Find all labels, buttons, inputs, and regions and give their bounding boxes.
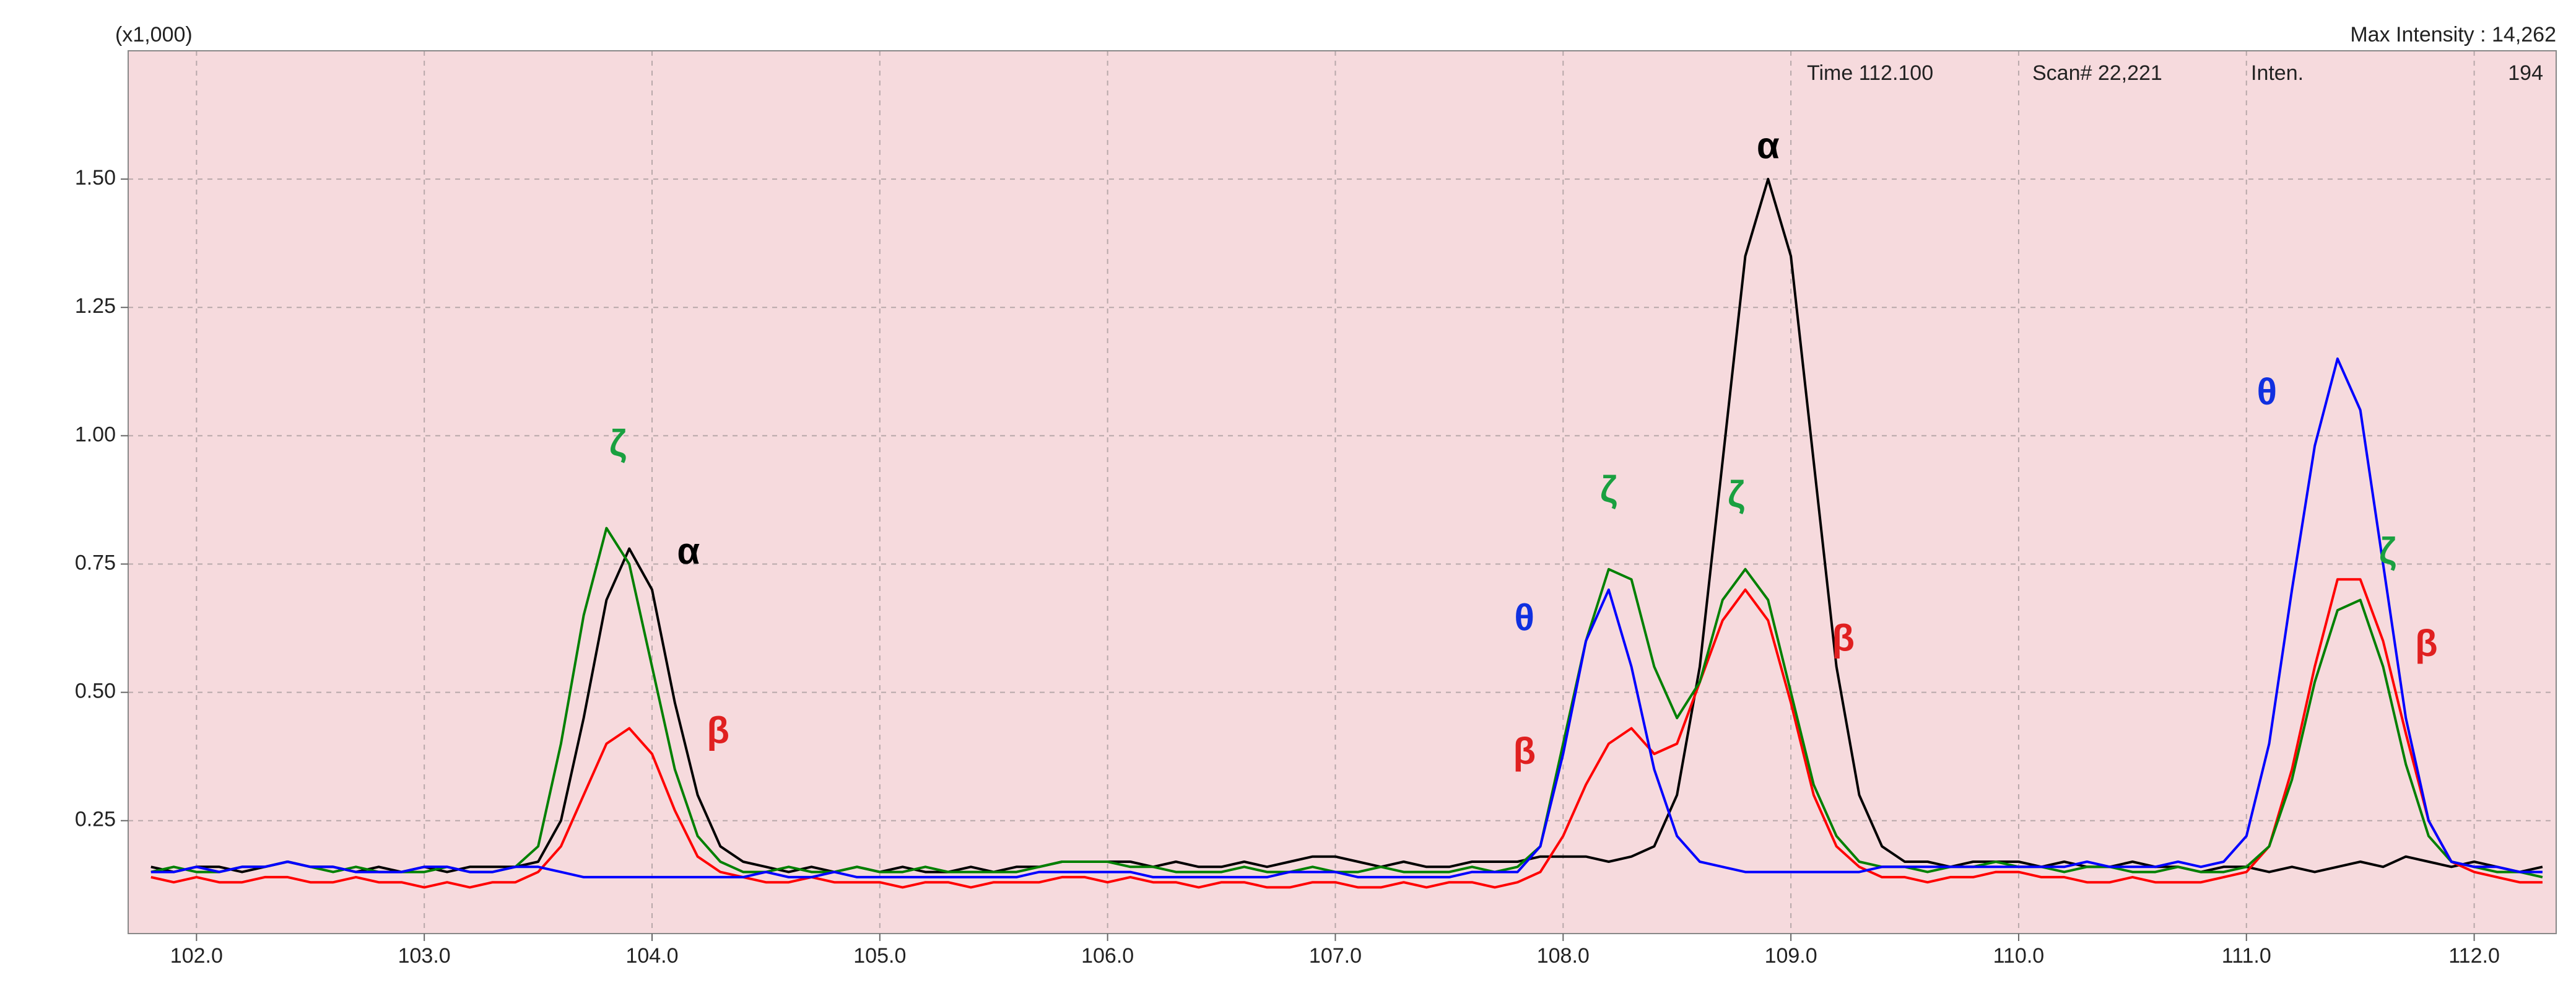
y-tick-label: 1.50 [75,166,116,190]
info-inten-label: Inten. [2251,61,2304,85]
peak-annotation: α [677,530,700,572]
x-tick-label: 110.0 [1993,944,2045,968]
x-tick-label: 104.0 [625,944,678,968]
peak-annotation: α [1757,125,1780,166]
x-tick-label: 108.0 [1537,944,1590,968]
trace-line [150,178,2543,873]
peak-annotation: ζ [1728,474,1745,515]
peak-annotation: ζ [1600,468,1617,510]
info-time: Time 112.100 [1807,61,1933,85]
trace-line [150,527,2543,878]
trace-line [150,578,2543,889]
x-tick-label: 112.0 [2448,944,2500,968]
x-tick-label: 105.0 [853,944,906,968]
plot-background [128,51,2556,934]
peak-annotation: ζ [609,422,627,464]
peak-annotation: θ [1515,597,1534,638]
peak-annotation: β [1832,618,1855,659]
peak-annotation: β [2415,623,2438,664]
y-tick-label: 1.25 [75,294,116,318]
x-tick-label: 102.0 [170,944,223,968]
y-tick-label: 0.50 [75,680,116,703]
traces [150,178,2543,889]
x-tick-label: 111.0 [2222,944,2271,968]
info-inten-value: 194 [2508,61,2543,85]
y-tick-label: 0.25 [75,808,116,831]
peak-annotation: θ [2257,371,2277,413]
y-tick-label: 0.75 [75,551,116,574]
grid [128,51,2556,934]
plot-frame [128,50,2557,934]
y-tick-label: 1.00 [75,422,116,446]
max-intensity: Max Intensity : 14,262 [2350,23,2556,46]
peak-annotation: β [707,710,729,751]
x-tick-label: 106.0 [1081,944,1134,968]
x-tick-label: 107.0 [1309,944,1362,968]
unit-label: (x1,000) [115,23,193,46]
x-tick-label: 103.0 [398,944,451,968]
peak-annotation: β [1513,730,1536,772]
peak-annotation: ζ [2379,530,2396,572]
x-tick-label: 109.0 [1765,944,1817,968]
trace-line [150,357,2543,878]
info-scan: Scan# 22,221 [2032,61,2162,85]
